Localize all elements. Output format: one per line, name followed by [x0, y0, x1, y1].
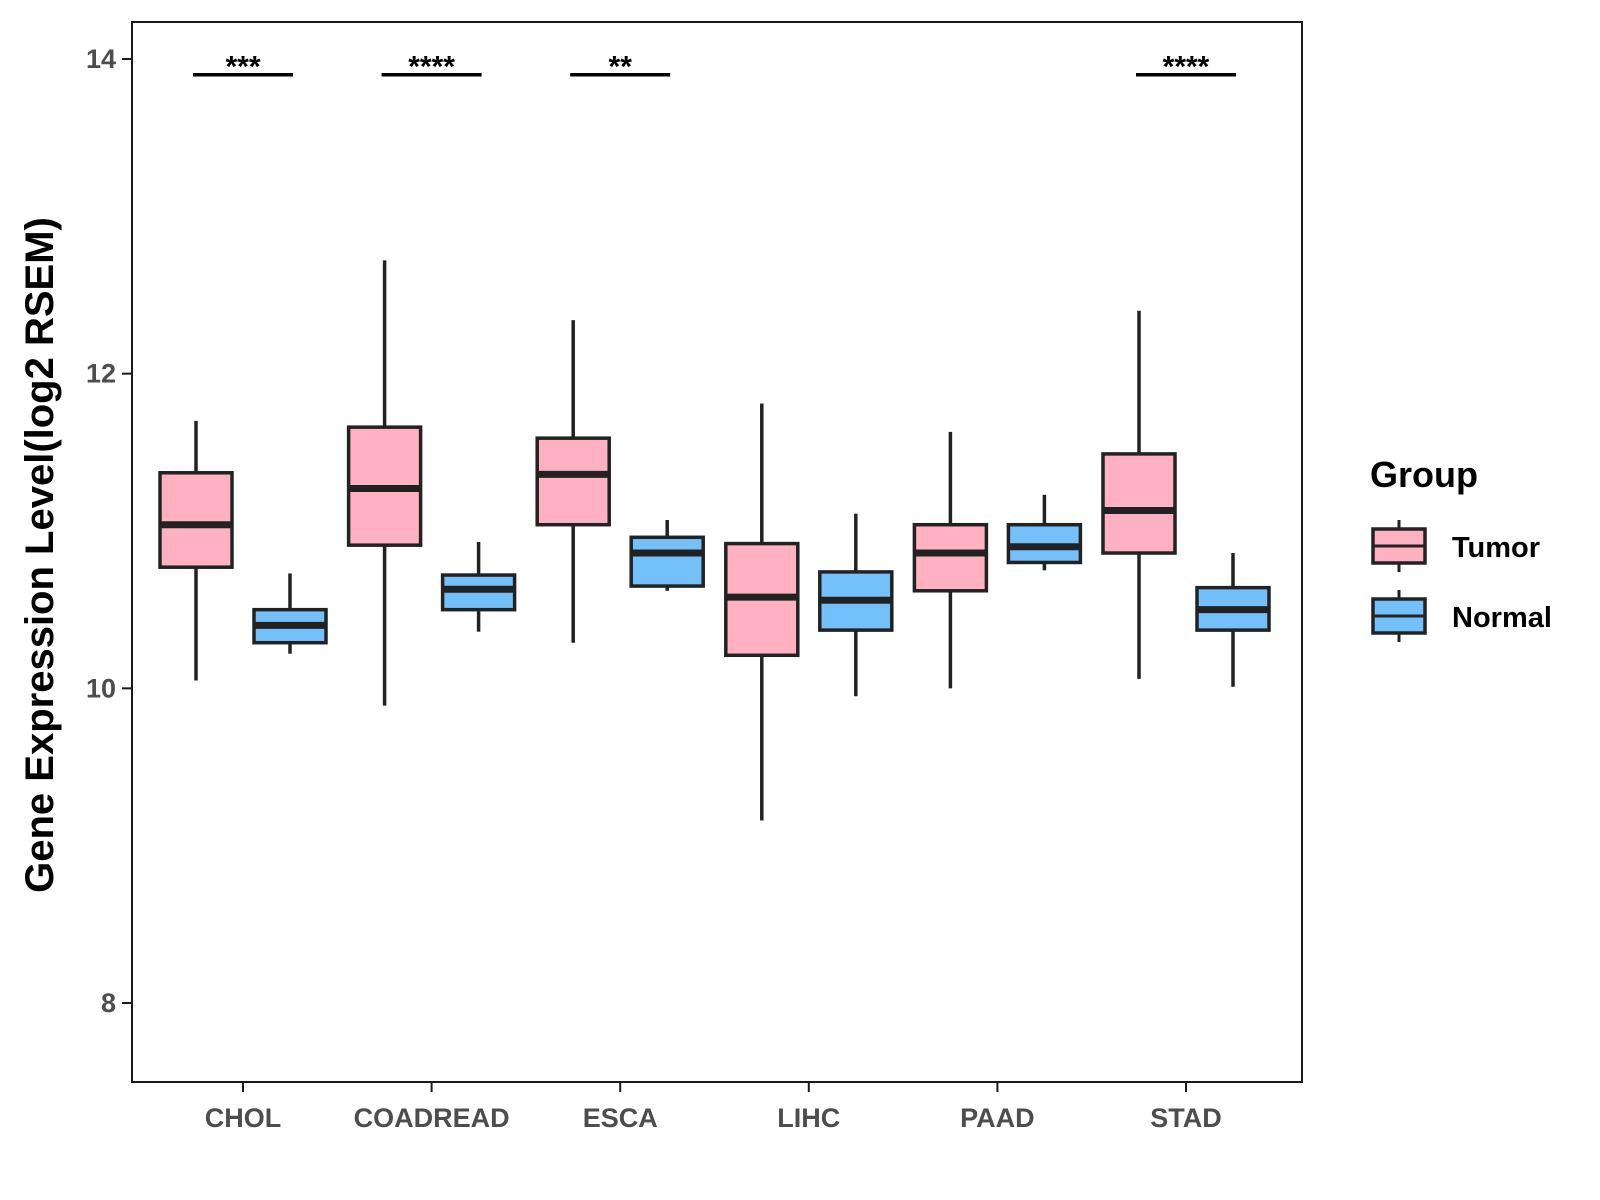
legend-item-tumor: Tumor [1371, 520, 1540, 572]
significance-label: **** [1163, 51, 1210, 84]
box-normal-esca [629, 519, 705, 591]
box-body [629, 535, 705, 588]
y-tick-label: 10 [86, 673, 116, 703]
box-tumor-lihc [724, 403, 800, 821]
box-normal-chol [252, 573, 328, 654]
legend-item-normal: Normal [1371, 590, 1552, 642]
box-normal-coadread [440, 542, 517, 632]
y-tick-label: 12 [86, 359, 116, 389]
x-tick-label: ESCA [583, 1103, 658, 1133]
y-tick-label: 8 [101, 988, 116, 1018]
legend-label: Normal [1452, 602, 1552, 634]
box-tumor-paad [912, 431, 989, 689]
box-normal-stad [1195, 553, 1271, 687]
box-body [1101, 452, 1177, 555]
box-body [158, 471, 234, 569]
box-tumor-stad [1101, 310, 1177, 679]
box-series [158, 260, 1271, 821]
y-tick-label: 14 [86, 44, 116, 74]
box-body [912, 522, 989, 593]
x-tick-label: LIHC [777, 1103, 840, 1133]
y-axis: 8 10 12 14 [86, 44, 132, 1018]
significance-label: **** [408, 51, 455, 84]
significance-label: *** [225, 51, 260, 84]
x-tick-label: PAAD [960, 1103, 1035, 1133]
x-tick-label: STAD [1150, 1103, 1222, 1133]
significance-label: ** [609, 51, 633, 84]
x-tick-label: CHOL [205, 1103, 282, 1133]
box-tumor-esca [535, 320, 611, 643]
box-normal-paad [1006, 494, 1083, 571]
y-axis-label: Gene Expression Level(log2 RSEM) [18, 217, 62, 893]
box-normal-lihc [818, 513, 894, 697]
legend: Group Tumor Normal [1370, 454, 1552, 642]
legend-title: Group [1370, 454, 1478, 495]
legend-items: Tumor Normal [1371, 520, 1552, 642]
x-axis: CHOL COADREAD ESCA LIHC PAAD STAD [205, 1082, 1222, 1133]
box-body [535, 436, 611, 527]
box-tumor-chol [158, 420, 234, 681]
significance-annotations: *** **** ** **** [193, 51, 1236, 84]
box-tumor-coadread [346, 260, 423, 706]
x-tick-label: COADREAD [354, 1103, 510, 1133]
legend-label: Tumor [1452, 532, 1540, 564]
